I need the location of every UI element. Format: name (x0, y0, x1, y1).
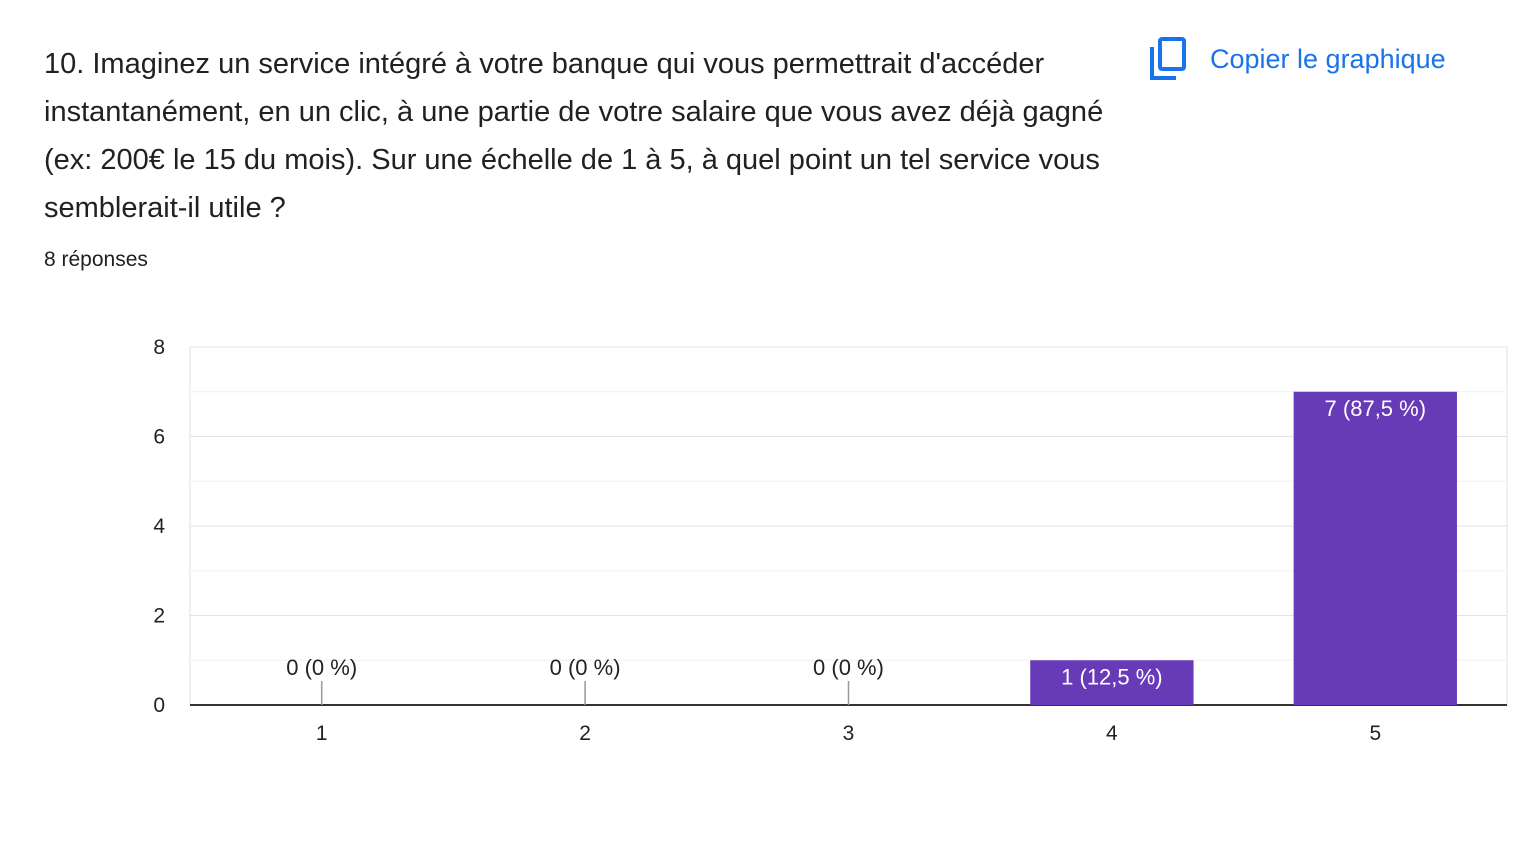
copy-chart-label: Copier le graphique (1210, 43, 1446, 74)
x-category-label: 1 (316, 722, 328, 745)
x-category-label: 4 (1106, 722, 1118, 745)
bar-data-label: 0 (0 %) (286, 655, 357, 680)
bar-data-label: 7 (87,5 %) (1325, 396, 1427, 421)
x-category-label: 5 (1369, 722, 1381, 745)
bar (1293, 391, 1457, 705)
y-tick-label: 4 (153, 515, 165, 538)
question-title: 10. Imaginez un service intégré à votre … (44, 48, 1104, 224)
bar (1030, 660, 1194, 705)
response-count: 8 réponses (44, 248, 148, 271)
x-category-label: 3 (843, 722, 855, 745)
bar-data-label: 0 (0 %) (813, 655, 884, 680)
y-tick-label: 8 (153, 336, 165, 359)
bar-chart: 0 2 4 6 8 0 (0 %) 1 0 (0 %) 2 0 (0 %) 3 1 (12,5 %) 4… (153, 336, 1508, 745)
y-tick-label: 0 (153, 694, 165, 717)
bar-data-label: 0 (0 %) (550, 655, 621, 680)
chart-gridlines (189, 346, 1508, 705)
y-tick-label: 6 (153, 426, 165, 449)
copy-icon (1150, 37, 1186, 80)
chart-labels: 0 2 4 6 8 0 (0 %) 1 0 (0 %) 2 0 (0 %) 3 1 (12,5 %) 4… (153, 336, 1426, 745)
copy-chart-button[interactable]: Copier le graphique (1148, 34, 1446, 84)
bar-data-label: 1 (12,5 %) (1061, 664, 1163, 689)
chart-bars (320, 391, 1457, 705)
x-category-label: 2 (579, 722, 591, 745)
y-tick-label: 2 (153, 605, 165, 628)
